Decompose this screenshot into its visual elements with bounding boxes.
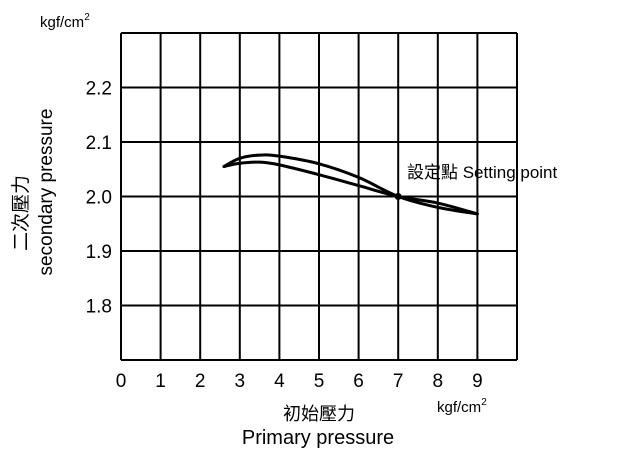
x-tick-label: 2 [195,371,206,392]
x-tick-label: 7 [393,371,404,392]
setting-point-marker [394,193,402,200]
y-unit-label: kgf/cm2 [40,12,90,31]
x-tick-label: 4 [274,371,285,392]
y-axis-label-zh: 二次壓力 [10,175,32,251]
series-lines [222,153,479,216]
x-tick-label: 1 [155,371,166,392]
x-tick-label: 0 [116,371,127,392]
grid [120,32,518,361]
y-axis-label-en: secondary pressure [36,109,57,276]
x-axis-label-en: Primary pressure [242,427,394,449]
y-tick-label: 2.0 [86,188,112,209]
x-tick-label: 6 [353,371,364,392]
x-tick-label: 8 [433,371,444,392]
x-tick-label: 3 [235,371,246,392]
x-tick-label: 9 [472,371,483,392]
x-tick-labels: 0 1 2 3 4 5 6 7 8 9 [116,371,483,392]
series-line-lower [222,160,479,216]
y-tick-label: 2.2 [86,79,112,100]
x-axis-label-zh: 初始壓力 [283,404,355,424]
y-tick-label: 1.8 [86,297,112,318]
y-tick-label: 2.1 [86,133,112,154]
x-unit-label: kgf/cm2 [437,397,487,416]
x-tick-label: 5 [314,371,325,392]
setting-point-annotation: 設定點 Setting point [407,163,558,182]
y-tick-labels: 1.8 1.9 2.0 2.1 2.2 [86,79,112,318]
y-tick-label: 1.9 [86,242,112,263]
series-line-upper [222,153,479,216]
